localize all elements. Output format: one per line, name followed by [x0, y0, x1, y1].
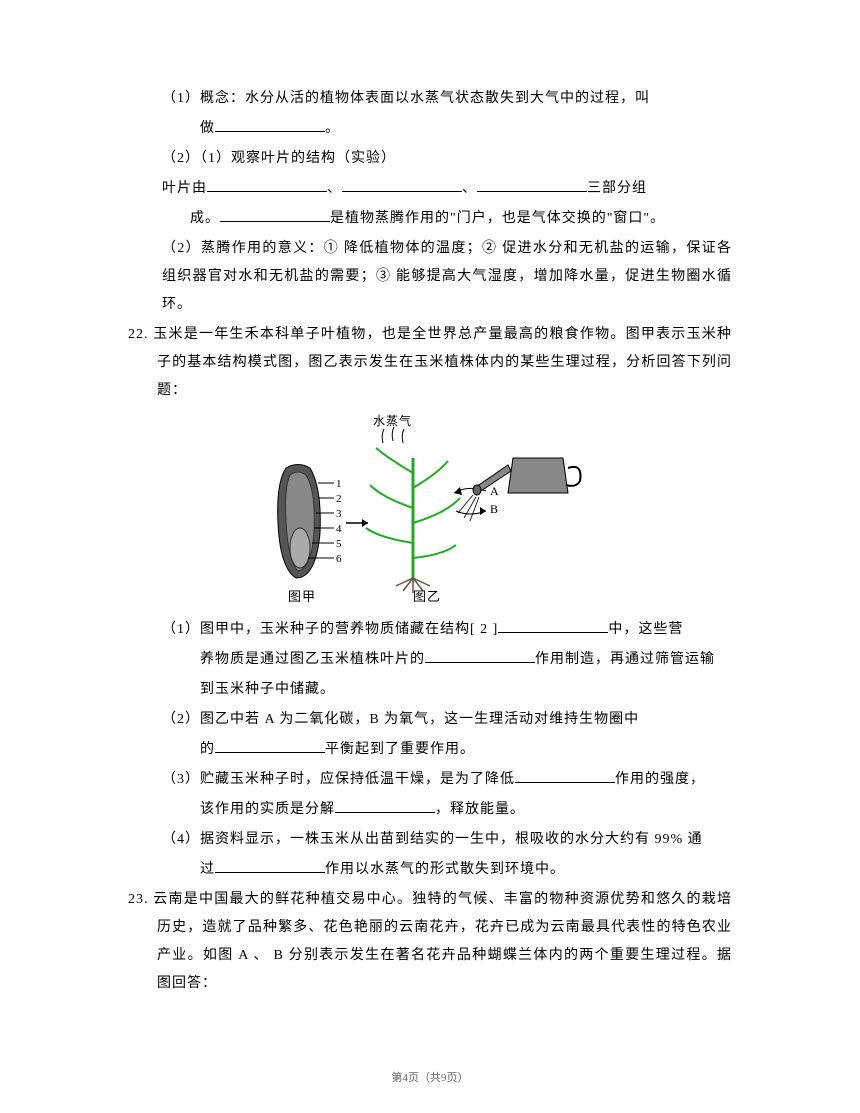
- q21-sub2-title: （2）（1）观察叶片的结构（实验）: [128, 145, 732, 173]
- svg-text:6: 6: [336, 553, 343, 565]
- blank: [220, 205, 330, 222]
- text: 该作用的实质是分解: [200, 802, 335, 817]
- q22-figure: 水蒸气 1 2 3 4 5 6 图甲: [268, 413, 588, 608]
- svg-text:3: 3: [336, 508, 343, 520]
- q22-sub1-line2: 养物质是通过图乙玉米植株叶片的 作用制造，再通过筛管运输: [128, 646, 732, 674]
- q22: 22. 玉米是一年生禾本科单子叶植物，也是全世界总产量最高的粮食作物。图甲表示玉…: [128, 321, 732, 405]
- text: 。: [325, 121, 340, 136]
- q23: 23. 云南是中国最大的鲜花种植交易中心。独特的气候、丰富的物种资源优势和悠久的…: [128, 886, 732, 998]
- text: 养物质是通过图乙玉米植株叶片的: [200, 652, 425, 667]
- blank: [207, 175, 327, 192]
- svg-text:A: A: [490, 484, 500, 498]
- q21-sub1-line2: 做。: [128, 115, 732, 143]
- text: 三部分组: [587, 181, 647, 196]
- q22-sub2-line1: （2）图乙中若 A 为二氧化碳，B 为氧气，这一生理活动对维持生物圈中: [128, 706, 732, 734]
- text: 中，这些营: [608, 622, 683, 637]
- page-footer: 第4页（共9页）: [0, 1069, 860, 1085]
- q21-sub2-2: （2）蒸腾作用的意义：① 降低植物体的温度；② 促进水分和无机盐的运输，保证各组…: [128, 235, 732, 319]
- q22-sub3-line1: （3）贮藏玉米种子时，应保持低温干燥，是为了降低 作用的强度，: [128, 766, 732, 794]
- q22-sub2-line2: 的 平衡起到了重要作用。: [128, 736, 732, 764]
- text: 、: [327, 181, 342, 196]
- blank: [335, 796, 435, 813]
- q22-sub4-line1: （4）据资料显示，一株玉米从出苗到结实的一生中，根吸收的水分大约有 99% 通: [128, 826, 732, 854]
- q22-sub1-line1: （1）图甲中，玉米种子的营养物质储藏在结构[ 2 ] 中，这些营: [128, 616, 732, 644]
- text: 平衡起到了重要作用。: [325, 742, 475, 757]
- blank: [477, 175, 587, 192]
- text: 做: [200, 121, 215, 136]
- text: （3）贮藏玉米种子时，应保持低温干燥，是为了降低: [162, 772, 515, 787]
- text: （1）图甲中，玉米种子的营养物质储藏在结构[ 2 ]: [162, 622, 498, 637]
- q22-sub1-line3: 到玉米种子中储藏。: [128, 676, 732, 704]
- blank: [215, 115, 325, 132]
- text: 作用以水蒸气的形式散失到环境中。: [325, 862, 565, 877]
- q22-num: 22.: [128, 327, 149, 342]
- text: 作用的强度，: [615, 772, 705, 787]
- q22-sub4-line2: 过 作用以水蒸气的形式散失到环境中。: [128, 856, 732, 884]
- yi-label: 图乙: [413, 589, 441, 604]
- svg-text:B: B: [490, 502, 499, 516]
- q21-sub2-line2: 成。 是植物蒸腾作用的"门户，也是气体交换的"窗口"。: [128, 205, 732, 233]
- q23-text: 云南是中国最大的鲜花种植交易中心。独特的气候、丰富的物种资源优势和悠久的栽培历史…: [153, 892, 732, 991]
- page-content: （1）概念：水分从活的植物体表面以水蒸气状态散失到大气中的过程，叫 做。 （2）…: [128, 85, 732, 998]
- q21-sub1-line1: （1）概念：水分从活的植物体表面以水蒸气状态散失到大气中的过程，叫: [128, 85, 732, 113]
- svg-text:4: 4: [336, 523, 343, 535]
- text: 、: [462, 181, 477, 196]
- q22-intro: 玉米是一年生禾本科单子叶植物，也是全世界总产量最高的粮食作物。图甲表示玉米种子的…: [153, 327, 732, 398]
- blank: [425, 646, 535, 663]
- blank: [215, 856, 325, 873]
- q22-sub3-line2: 该作用的实质是分解 ，释放能量。: [128, 796, 732, 824]
- q23-num: 23.: [128, 892, 149, 907]
- text: 的: [200, 742, 215, 757]
- vapor-label: 水蒸气: [373, 413, 412, 428]
- figure-svg: 水蒸气 1 2 3 4 5 6 图甲: [268, 413, 588, 608]
- blank: [498, 616, 608, 633]
- svg-text:5: 5: [336, 538, 343, 550]
- svg-text:1: 1: [336, 478, 343, 490]
- blank: [342, 175, 462, 192]
- text: 过: [200, 862, 215, 877]
- text: 成。: [190, 211, 220, 226]
- blank: [515, 766, 615, 783]
- blank: [215, 736, 325, 753]
- text: 作用制造，再通过筛管运输: [535, 652, 715, 667]
- text: 叶片由: [162, 181, 207, 196]
- jia-label: 图甲: [288, 589, 316, 604]
- text: 是植物蒸腾作用的"门户，也是气体交换的"窗口"。: [330, 211, 665, 226]
- q21-sub2-line1: 叶片由 、 、 三部分组: [128, 175, 732, 203]
- text: ，释放能量。: [435, 802, 525, 817]
- svg-text:2: 2: [336, 493, 343, 505]
